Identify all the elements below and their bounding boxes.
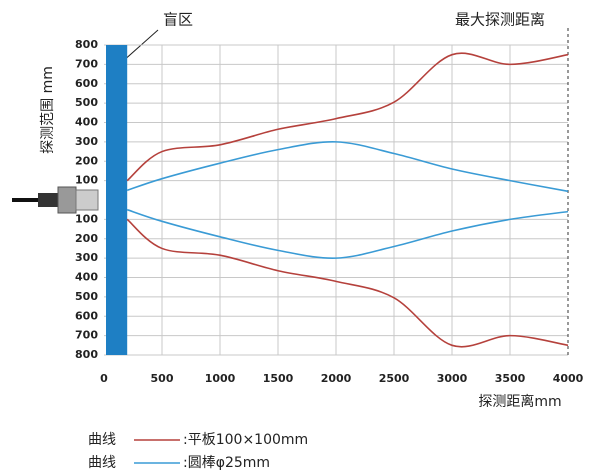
y-tick-label: 100: [75, 212, 98, 225]
legend-label: :圆棒φ25mm: [183, 455, 270, 471]
x-axis-label: 探测距离mm: [478, 393, 561, 410]
x-tick-label: 3500: [495, 372, 526, 385]
y-tick-label: 400: [75, 116, 98, 129]
x-tick-label: 500: [151, 372, 174, 385]
y-axis-label: 探测范围 mm: [39, 66, 56, 154]
pointer: [121, 29, 159, 63]
y-tick-label: 800: [75, 348, 98, 361]
y-tick-label: 800: [75, 38, 98, 51]
legend-label: :平板100×100mm: [183, 432, 308, 448]
y-tick-label: 600: [75, 309, 98, 322]
series-line: [126, 141, 569, 193]
legend-prefix: 曲线: [88, 432, 116, 448]
x-tick-label: 1000: [205, 372, 236, 385]
max-distance-label: 最大探测距离: [455, 11, 545, 29]
x-tick-label: 2000: [321, 372, 352, 385]
blind-zone-label: 盲区: [163, 11, 193, 29]
series-line: [126, 208, 569, 259]
y-tick-label: 100: [75, 174, 98, 187]
legend-prefix: 曲线: [88, 455, 116, 471]
y-tick-label: 300: [75, 135, 98, 148]
y-tick-label: 300: [75, 251, 98, 264]
sensor-icon: [12, 186, 99, 214]
y-tick-label: 500: [75, 96, 98, 109]
series-line: [126, 52, 569, 182]
x-tick-label: 1500: [263, 372, 294, 385]
y-tick-label: 400: [75, 271, 98, 284]
y-tick-label: 200: [75, 154, 98, 167]
y-tick-label: 600: [75, 77, 98, 90]
x-tick-label: 4000: [553, 372, 584, 385]
blind-zone: [106, 45, 128, 355]
y-tick-label: 200: [75, 232, 98, 245]
x-tick-label: 2500: [379, 372, 410, 385]
y-tick-label: 700: [75, 329, 98, 342]
x-tick-label: 3000: [437, 372, 468, 385]
y-tick-label: 500: [75, 290, 98, 303]
series-line: [126, 218, 569, 348]
x-tick-label: 0: [100, 372, 108, 385]
y-tick-label: 700: [75, 57, 98, 70]
